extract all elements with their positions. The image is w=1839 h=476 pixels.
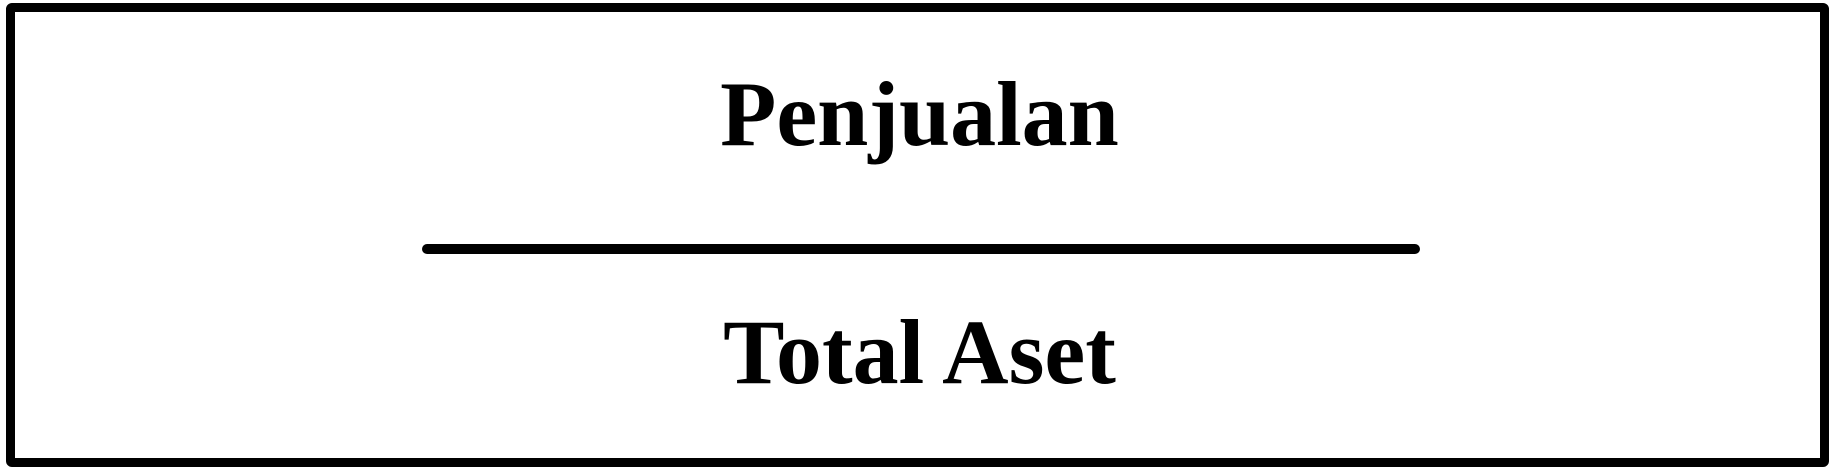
fraction-bar [422,244,1420,254]
fraction-denominator: Total Aset [723,301,1116,403]
formula-box [6,3,1829,467]
fraction-numerator: Penjualan [720,63,1119,165]
